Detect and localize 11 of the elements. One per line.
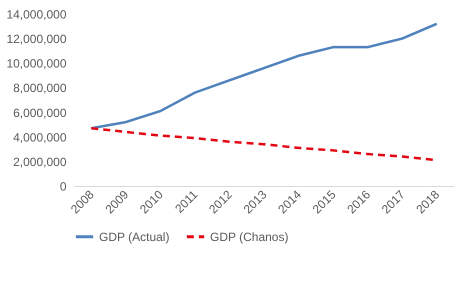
y-tick-label: 14,000,000 bbox=[6, 8, 67, 22]
y-tick-label: 12,000,000 bbox=[6, 32, 67, 46]
y-tick-label: 2,000,000 bbox=[13, 154, 67, 169]
legend-label: GDP (Actual) bbox=[99, 230, 170, 244]
legend-label: GDP (Chanos) bbox=[210, 230, 288, 244]
y-tick-label: 4,000,000 bbox=[13, 130, 67, 144]
y-tick-label: 10,000,000 bbox=[6, 56, 67, 71]
y-tick-label: 6,000,000 bbox=[13, 106, 67, 120]
y-tick-label: 8,000,000 bbox=[13, 81, 67, 96]
y-tick-label: 0 bbox=[60, 180, 67, 194]
line-series bbox=[90, 22, 438, 130]
